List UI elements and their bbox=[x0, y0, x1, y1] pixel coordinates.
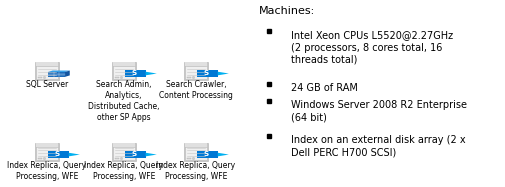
Bar bbox=[38, 76, 42, 78]
Polygon shape bbox=[218, 72, 229, 75]
Bar bbox=[185, 62, 207, 79]
Text: 24 GB of RAM: 24 GB of RAM bbox=[291, 83, 358, 93]
Polygon shape bbox=[69, 153, 80, 156]
Text: Index Replica, Query
Processing, WFE: Index Replica, Query Processing, WFE bbox=[84, 161, 164, 181]
Polygon shape bbox=[65, 70, 70, 77]
Text: Index Replica, Query
Processing, WFE: Index Replica, Query Processing, WFE bbox=[157, 161, 235, 181]
Bar bbox=[184, 143, 208, 161]
Text: S: S bbox=[204, 70, 209, 76]
Bar bbox=[185, 143, 207, 147]
Bar bbox=[115, 76, 119, 78]
Polygon shape bbox=[48, 70, 70, 72]
Bar bbox=[185, 62, 207, 66]
Polygon shape bbox=[145, 72, 157, 75]
Bar bbox=[113, 62, 135, 79]
Text: S: S bbox=[55, 151, 60, 157]
Text: Windows Server 2008 R2 Enterprise
(64 bit): Windows Server 2008 R2 Enterprise (64 bi… bbox=[291, 100, 467, 122]
Bar bbox=[197, 151, 218, 158]
Bar bbox=[184, 62, 208, 79]
Bar bbox=[36, 143, 58, 160]
Bar bbox=[36, 62, 58, 66]
Bar bbox=[187, 158, 191, 159]
Bar bbox=[112, 143, 136, 161]
Text: S: S bbox=[132, 70, 137, 76]
Text: Search Crawler,
Content Processing: Search Crawler, Content Processing bbox=[159, 80, 233, 100]
Bar bbox=[125, 70, 145, 77]
Polygon shape bbox=[218, 153, 229, 156]
Bar bbox=[197, 70, 218, 77]
Text: S: S bbox=[132, 151, 137, 157]
Bar bbox=[36, 143, 58, 147]
Bar bbox=[38, 158, 42, 159]
Text: S: S bbox=[204, 151, 209, 157]
Bar bbox=[35, 143, 59, 161]
Text: Index on an external disk array (2 x
Dell PERC H700 SCSI): Index on an external disk array (2 x Del… bbox=[291, 135, 466, 157]
Text: Index Replica, Query
Processing, WFE: Index Replica, Query Processing, WFE bbox=[8, 161, 86, 181]
Bar bbox=[35, 62, 59, 79]
Bar bbox=[113, 143, 135, 160]
Bar bbox=[48, 151, 69, 158]
Text: SQL Server: SQL Server bbox=[26, 80, 68, 89]
Bar bbox=[125, 151, 145, 158]
Bar bbox=[185, 143, 207, 160]
Text: Intel Xeon CPUs L5520@2.27GHz
(2 processors, 8 cores total, 16
threads total): Intel Xeon CPUs L5520@2.27GHz (2 process… bbox=[291, 30, 453, 65]
Bar bbox=[113, 62, 135, 66]
Bar bbox=[113, 143, 135, 147]
Polygon shape bbox=[48, 72, 65, 77]
Text: Search Admin,
Analytics,
Distributed Cache,
other SP Apps: Search Admin, Analytics, Distributed Cac… bbox=[88, 80, 160, 122]
Bar bbox=[115, 158, 119, 159]
Polygon shape bbox=[145, 153, 157, 156]
Bar bbox=[112, 62, 136, 79]
Bar bbox=[36, 62, 58, 79]
Bar bbox=[187, 76, 191, 78]
Text: Machines:: Machines: bbox=[259, 6, 315, 16]
